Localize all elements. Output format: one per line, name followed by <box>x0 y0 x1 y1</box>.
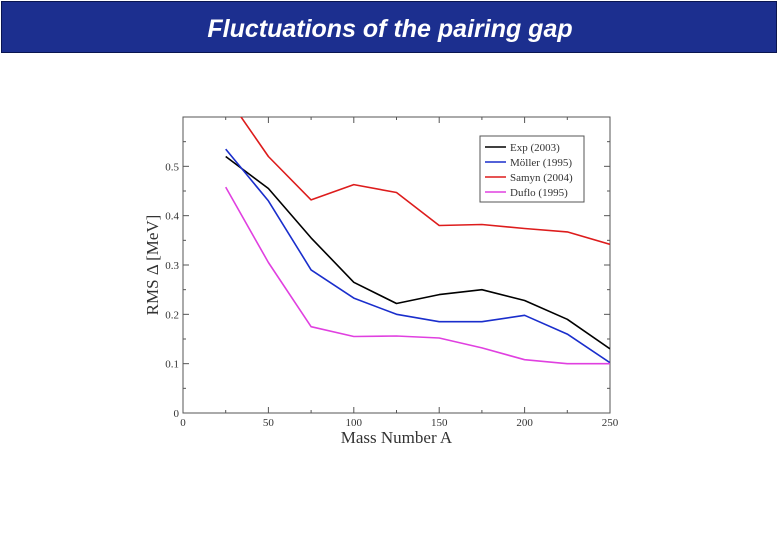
series-line-1 <box>225 155 610 350</box>
legend-label-4: Duflo (1995) <box>510 187 568 199</box>
y-tick-label: 0 <box>174 408 180 420</box>
y-tick-label: 0.5 <box>165 161 179 173</box>
series-line-3 <box>240 117 610 246</box>
x-tick-label: 100 <box>346 417 363 429</box>
y-axis-label: RMS Δ [MeV] <box>143 215 162 316</box>
x-tick-label: 150 <box>431 417 448 429</box>
y-tick-label: 0.3 <box>165 260 179 272</box>
legend-label-3: Samyn (2004) <box>510 172 573 184</box>
page-title: Fluctuations of the pairing gap <box>207 15 573 43</box>
x-axis-label: Mass Number A <box>341 428 453 447</box>
y-tick-label: 0.2 <box>165 309 179 321</box>
y-tick-label: 0.4 <box>165 211 179 223</box>
x-tick-label: 200 <box>516 417 533 429</box>
legend-label-1: Exp (2003) <box>510 142 560 154</box>
x-tick-label: 250 <box>602 417 619 429</box>
x-tick-label: 50 <box>263 417 275 429</box>
series-line-2 <box>225 148 610 364</box>
title-bar <box>1 1 777 53</box>
series-line-4 <box>225 186 610 365</box>
x-tick-label: 0 <box>180 417 186 429</box>
legend-label-2: Möller (1995) <box>510 157 572 169</box>
y-tick-label: 0.1 <box>165 359 179 371</box>
